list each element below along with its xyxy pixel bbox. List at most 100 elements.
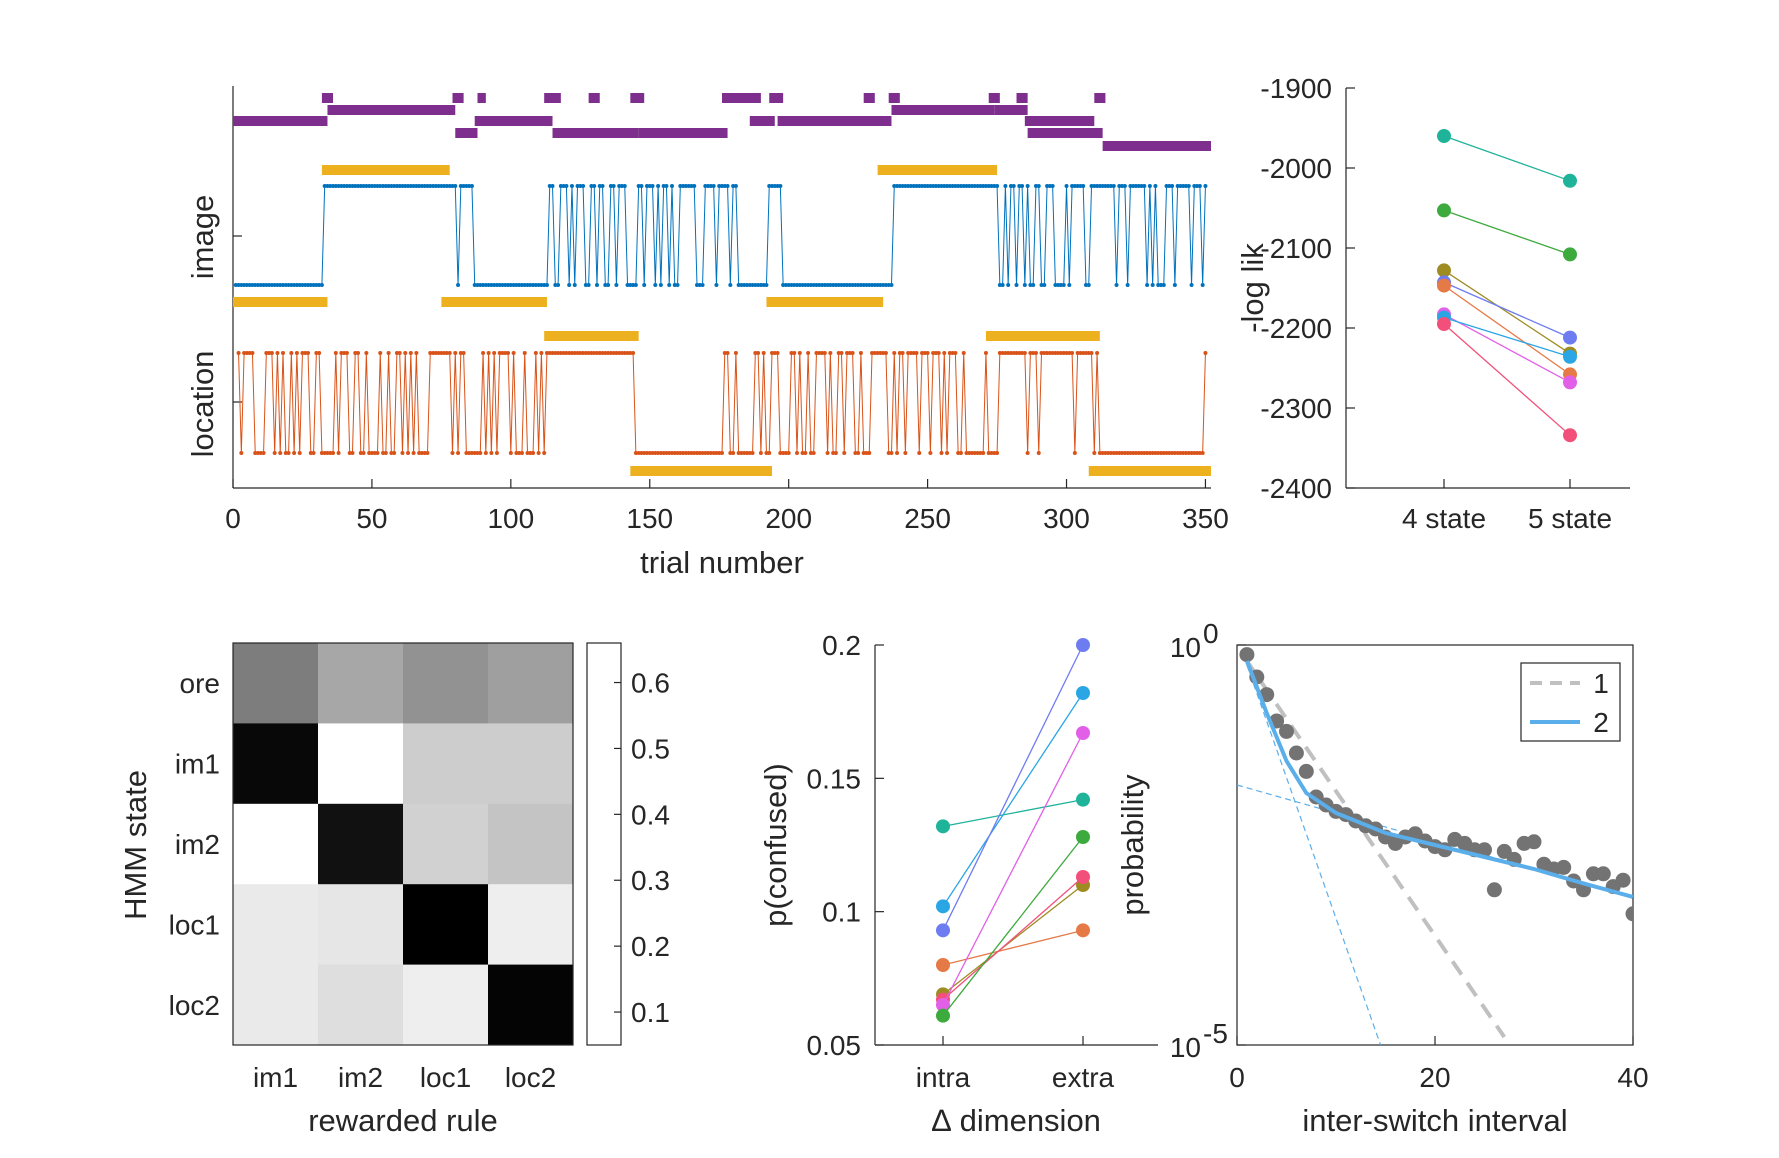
image-choice-point: [656, 184, 661, 188]
image-choice-point: [550, 184, 555, 188]
image-choice-point: [1056, 283, 1061, 287]
location-choice-point: [581, 351, 586, 355]
location-choice-point: [706, 451, 711, 455]
image-choice-point: [414, 184, 419, 188]
hmm-segment: [988, 93, 1000, 103]
location-choice-point: [708, 451, 713, 455]
image-choice-point: [883, 283, 888, 287]
image-choice-point: [372, 184, 377, 188]
location-choice-point: [631, 351, 636, 355]
image-choice-point: [358, 184, 363, 188]
image-choice-point: [525, 283, 530, 287]
location-choice-point: [694, 451, 699, 455]
image-choice-point: [294, 283, 299, 287]
legend-label-2: 2: [1593, 707, 1609, 738]
location-choice-point: [711, 451, 716, 455]
image-choice-point: [1189, 283, 1194, 287]
series-point: [1076, 726, 1090, 740]
location-choice-point: [767, 451, 772, 455]
location-choice-point: [633, 451, 638, 455]
series-point: [936, 819, 950, 834]
image-choice-point: [614, 283, 619, 287]
hmm-segment: [477, 93, 486, 103]
image-choice-point: [892, 184, 897, 188]
location-choice-point: [531, 451, 536, 455]
image-choice-point: [369, 184, 374, 188]
location-choice-point: [361, 451, 366, 455]
image-choice-point: [1114, 283, 1119, 287]
location-choice-point: [836, 351, 841, 355]
location-choice-point: [1197, 451, 1202, 455]
location-choice-point: [625, 351, 630, 355]
image-choice-point: [764, 283, 769, 287]
image-choice-point: [853, 283, 858, 287]
location-choice-point: [675, 451, 680, 455]
image-choice-point: [917, 184, 922, 188]
location-choice-point: [1028, 351, 1033, 355]
image-choice-point: [556, 283, 561, 287]
x-axis-label: ∆ dimension: [932, 1103, 1101, 1138]
location-choice-point: [989, 451, 994, 455]
location-choice-point: [820, 351, 825, 355]
image-choice-point: [1011, 184, 1016, 188]
image-choice-point: [536, 283, 541, 287]
image-choice-point: [392, 184, 397, 188]
image-choice-point: [394, 184, 399, 188]
image-choice-point: [792, 283, 797, 287]
image-choice-point: [1106, 184, 1111, 188]
image-choice-point: [283, 283, 288, 287]
image-choice-point: [728, 283, 733, 287]
hmm-segment: [638, 128, 728, 138]
location-choice-point: [1033, 351, 1038, 355]
heatmap-cell: [233, 803, 319, 885]
image-choice-point: [356, 184, 361, 188]
image-choice-point: [686, 184, 691, 188]
location-choice-point: [392, 451, 397, 455]
image-choice-point: [492, 283, 497, 287]
image-choice-point: [850, 283, 855, 287]
location-choice-point: [617, 351, 622, 355]
series-point: [936, 899, 950, 914]
image-choice-point: [592, 184, 597, 188]
location-choice-point: [806, 351, 811, 355]
image-choice-point: [1022, 283, 1027, 287]
location-choice-point: [761, 351, 766, 355]
y-label-image: image: [185, 195, 220, 279]
location-choice-point: [436, 351, 441, 355]
location-choice-point: [1170, 451, 1175, 455]
location-choice-point: [561, 351, 566, 355]
location-choice-point: [1161, 451, 1166, 455]
image-choice-point: [839, 283, 844, 287]
series-line: [1443, 269, 1571, 355]
location-choice-point: [667, 451, 672, 455]
y-tick-label: -2100: [1260, 233, 1332, 264]
image-choice-point: [375, 184, 380, 188]
location-choice-point: [306, 351, 311, 355]
image-choice-point: [867, 283, 872, 287]
hmm-segment: [1094, 93, 1106, 103]
location-choice-point: [1139, 451, 1144, 455]
image-choice-point: [453, 184, 458, 188]
image-choice-point: [469, 184, 474, 188]
image-choice-point: [242, 283, 247, 287]
image-choice-point: [875, 283, 880, 287]
image-choice-point: [506, 283, 511, 287]
series-line: [942, 799, 1084, 827]
location-choice-point: [1047, 351, 1052, 355]
location-choice-point: [947, 351, 952, 355]
location-choice-point: [972, 451, 977, 455]
x-tick-label: 4 state: [1402, 503, 1486, 534]
fit-2-line: [1245, 660, 1633, 899]
location-choice-point: [556, 351, 561, 355]
rule-bar-image: [321, 165, 450, 175]
heatmap-cell: [318, 723, 404, 805]
location-choice-point: [770, 351, 775, 355]
location-choice-point: [492, 351, 497, 355]
hmm-segment: [863, 93, 875, 103]
y-axis-label: probability: [1115, 774, 1150, 916]
y-axis-label: HMM state: [118, 770, 153, 920]
location-choice-point: [628, 351, 633, 355]
image-choice-point: [489, 283, 494, 287]
image-choice-point: [267, 283, 272, 287]
location-choice-point: [739, 451, 744, 455]
